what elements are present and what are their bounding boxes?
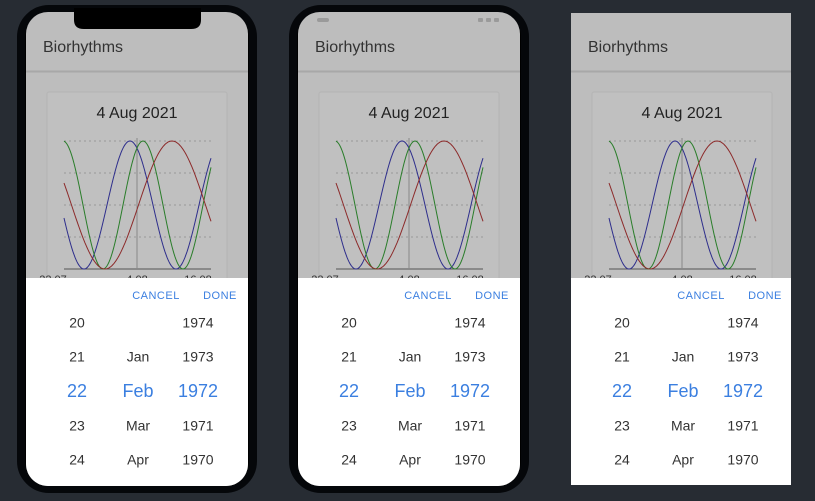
picker-month[interactable]: Mar: [126, 418, 150, 434]
cancel-button[interactable]: CANCEL: [132, 290, 180, 302]
picker-sheet: [298, 278, 520, 486]
status-icon: [494, 18, 499, 22]
picker-sheet: [571, 278, 791, 485]
picker-year[interactable]: 1970: [727, 452, 758, 468]
picker-month[interactable]: Jan: [672, 349, 695, 365]
picker-month[interactable]: Feb: [122, 381, 153, 401]
status-icon: [486, 18, 491, 22]
picker-sheet: [26, 278, 248, 486]
picker-day[interactable]: 20: [341, 315, 357, 331]
notch: [74, 8, 201, 29]
picker-year[interactable]: 1970: [454, 452, 485, 468]
chart-date: 4 Aug 2021: [642, 105, 723, 122]
biorhythm-curve: [608, 140, 757, 270]
biorhythm-curve: [63, 140, 212, 270]
cancel-button[interactable]: CANCEL: [677, 290, 725, 302]
picker-day[interactable]: 23: [341, 418, 357, 434]
picker-year[interactable]: 1972: [723, 381, 763, 401]
picker-day[interactable]: 21: [341, 349, 357, 365]
picker-month[interactable]: Mar: [398, 418, 422, 434]
cancel-button[interactable]: CANCEL: [404, 290, 452, 302]
done-button[interactable]: DONE: [748, 290, 782, 302]
done-button[interactable]: DONE: [203, 290, 237, 302]
picker-year[interactable]: 1974: [182, 315, 213, 331]
status-icon: [317, 18, 329, 22]
biorhythm-curve: [335, 140, 484, 270]
app-title: Biorhythms: [43, 39, 123, 56]
chart-date: 4 Aug 2021: [97, 105, 178, 122]
status-icon: [478, 18, 483, 22]
done-button[interactable]: DONE: [475, 290, 509, 302]
picker-month[interactable]: Jan: [127, 349, 150, 365]
picker-month[interactable]: Mar: [671, 418, 695, 434]
picker-day[interactable]: 23: [614, 418, 630, 434]
picker-month[interactable]: Feb: [394, 381, 425, 401]
picker-month[interactable]: Apr: [399, 452, 421, 468]
picker-day[interactable]: 20: [614, 315, 630, 331]
app-title: Biorhythms: [588, 39, 668, 56]
picker-month[interactable]: Apr: [127, 452, 149, 468]
picker-day[interactable]: 24: [69, 452, 85, 468]
picker-year[interactable]: 1972: [178, 381, 218, 401]
picker-year[interactable]: 1973: [727, 349, 758, 365]
picker-year[interactable]: 1971: [454, 418, 485, 434]
biorhythm-curve: [608, 140, 757, 270]
picker-day[interactable]: 24: [341, 452, 357, 468]
picker-day[interactable]: 21: [614, 349, 630, 365]
picker-day[interactable]: 24: [614, 452, 630, 468]
picker-month[interactable]: Apr: [672, 452, 694, 468]
picker-month[interactable]: Feb: [667, 381, 698, 401]
picker-year[interactable]: 1972: [450, 381, 490, 401]
picker-year[interactable]: 1973: [454, 349, 485, 365]
app-title: Biorhythms: [315, 39, 395, 56]
picker-day[interactable]: 23: [69, 418, 85, 434]
chart-date: 4 Aug 2021: [369, 105, 450, 122]
picker-day[interactable]: 22: [339, 381, 359, 401]
picker-day[interactable]: 21: [69, 349, 85, 365]
picker-year[interactable]: 1974: [727, 315, 758, 331]
picker-year[interactable]: 1971: [182, 418, 213, 434]
biorhythm-curve: [63, 140, 212, 270]
biorhythm-curve: [335, 140, 484, 270]
biorhythm-curve: [335, 140, 484, 270]
picker-day[interactable]: 20: [69, 315, 85, 331]
picker-month[interactable]: Jan: [399, 349, 422, 365]
picker-year[interactable]: 1973: [182, 349, 213, 365]
picker-year[interactable]: 1974: [454, 315, 485, 331]
biorhythm-curve: [608, 140, 757, 270]
picker-year[interactable]: 1971: [727, 418, 758, 434]
picker-year[interactable]: 1970: [182, 452, 213, 468]
picker-day[interactable]: 22: [67, 381, 87, 401]
biorhythm-curve: [63, 140, 212, 270]
picker-day[interactable]: 22: [612, 381, 632, 401]
